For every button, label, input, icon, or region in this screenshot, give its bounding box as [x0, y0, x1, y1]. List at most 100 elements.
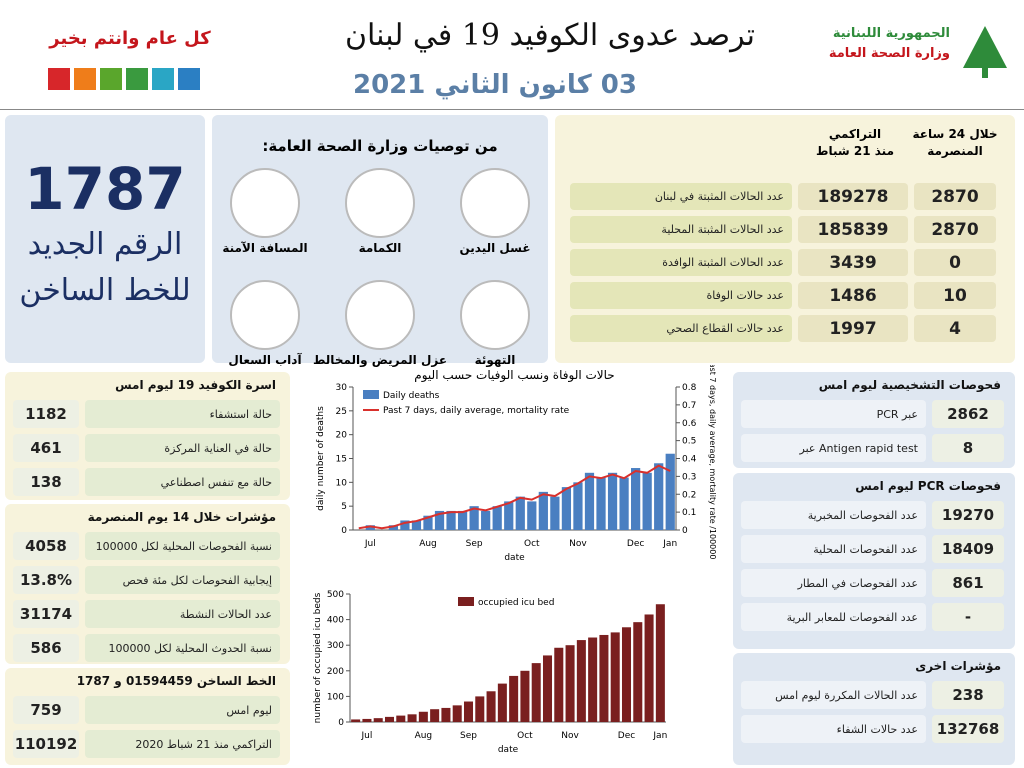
row-label: عدد الفحوصات المحلية — [741, 535, 926, 563]
row-label: عدد الفحوصات في المطار — [741, 569, 926, 597]
cumulative-value: 189278 — [798, 183, 908, 210]
row-label: عدد الفحوصات المخبرية — [741, 501, 926, 529]
row-label: حالة في العناية المركزة — [85, 434, 280, 462]
bar — [654, 463, 664, 530]
square — [100, 68, 122, 90]
ministry-line: الجمهورية اللبنانية — [832, 26, 950, 41]
column-header: المنصرمة — [927, 144, 983, 158]
square — [48, 68, 70, 90]
bar — [407, 714, 417, 722]
hotline-number: 1787 — [24, 155, 186, 223]
recommendation-label: عزل المريض والمخالط — [312, 353, 448, 367]
panel-title: فحوصات التشخيصية ليوم امس — [818, 378, 1001, 392]
bar — [607, 472, 618, 530]
bar — [561, 487, 572, 530]
icu-chart: 0 100 200 300 400 500 Jul Aug Sep Oct Nov Dec Jan num… — [313, 590, 667, 755]
bar — [631, 468, 641, 530]
bar — [520, 670, 530, 722]
y2-tick-label: 0.2 — [682, 490, 696, 500]
y-tick-label: 200 — [327, 667, 344, 677]
row-value: 586 — [13, 634, 79, 662]
line — [358, 464, 671, 530]
x-tick-label: Oct — [517, 731, 533, 741]
x-tick-label: Sep — [466, 539, 483, 549]
bar — [565, 645, 575, 722]
panel-row: 18409 عدد الفحوصات المحلية — [741, 535, 1004, 563]
panel-row: 2862 عبر PCR — [741, 400, 1004, 428]
x-tick-label: Jan — [662, 539, 677, 549]
bar — [531, 663, 541, 722]
row-value: 461 — [13, 434, 79, 462]
recommendations-title: من توصيات وزارة الصحة العامة: — [262, 137, 498, 155]
recommendation-label: المسافة الآمنة — [222, 241, 308, 255]
row-value: 759 — [13, 696, 79, 724]
bar — [588, 637, 598, 722]
row-value: 4058 — [13, 532, 79, 560]
row-value: - — [932, 603, 1004, 631]
y2-tick-label: 0 — [682, 526, 688, 536]
icon — [230, 280, 300, 350]
y-tick-label: 20 — [336, 431, 348, 441]
y-tick-label: 5 — [341, 502, 347, 512]
bar — [373, 718, 383, 722]
panel-row: 861 عدد الفحوصات في المطار — [741, 569, 1004, 597]
slogan: كل عام وانتم بخير — [49, 28, 211, 49]
bar — [504, 501, 514, 530]
recommendation-label: الكمامة — [358, 241, 402, 255]
ministry-line: وزارة الصحة العامة — [828, 46, 950, 61]
y-tick-label: 0 — [341, 526, 347, 536]
daily-value: 2870 — [914, 183, 996, 210]
cases-row: 10 1486 عدد حالات الوفاة — [570, 282, 996, 309]
bar — [475, 696, 485, 722]
bar — [463, 701, 474, 722]
row-label: التراكمي منذ 21 شباط 2020 — [85, 730, 280, 758]
column-header: خلال 24 ساعة — [912, 127, 998, 141]
row-value: 132768 — [932, 715, 1004, 743]
row-value: 8 — [932, 434, 1004, 462]
icon — [460, 168, 530, 238]
y-tick-label: 15 — [336, 455, 347, 465]
panel: فحوصات PCR ليوم امس 19270 عدد الفحوصات الم… — [733, 473, 1015, 649]
row-label: عدد الفحوصات للمعابر البرية — [741, 603, 926, 631]
row-label: حالة مع تنفس اصطناعي — [85, 468, 280, 496]
icon — [345, 168, 415, 238]
y-tick-label: 10 — [336, 478, 348, 488]
row-value: 138 — [13, 468, 79, 496]
legend-label: occupied icu bed — [478, 598, 554, 608]
panel-title: فحوصات PCR ليوم امس — [855, 479, 1001, 493]
row-label: عدد الحالات النشطة — [85, 600, 280, 628]
bar — [497, 683, 507, 722]
panel-row: 19270 عدد الفحوصات المخبرية — [741, 501, 1004, 529]
y-tick-label: 500 — [327, 590, 344, 600]
x-tick-label: Jul — [364, 539, 376, 549]
row-label: ليوم امس — [85, 696, 280, 724]
cases-row: 4 1997 عدد حالات القطاع الصحي — [570, 315, 996, 342]
row-label: نسبة الحدوث المحلية لكل 100000 — [85, 634, 280, 662]
x-axis-label: date — [498, 745, 519, 755]
x-tick-label: Jul — [360, 731, 372, 741]
icon — [460, 280, 530, 350]
y2-tick-label: 0.8 — [682, 383, 697, 393]
title: ترصد عدوى الكوفيد 19 في لبنان — [344, 18, 756, 53]
y2-tick-label: 0.6 — [682, 419, 697, 429]
bar — [642, 472, 652, 530]
daily-value: 2870 — [914, 216, 996, 243]
row-value: 2862 — [932, 400, 1004, 428]
bar — [434, 510, 445, 530]
bar — [509, 675, 519, 722]
y-axis-label: daily number of deaths — [316, 406, 326, 511]
cedar-logo — [963, 26, 1007, 78]
bar — [550, 496, 560, 530]
bar — [542, 655, 553, 722]
divider — [0, 109, 1024, 110]
y-tick-label: 25 — [336, 407, 347, 417]
hotline-box: 1787 الرقم الجديد للخط الساخن — [5, 115, 205, 363]
square — [74, 68, 96, 90]
cumulative-value: 1997 — [798, 315, 908, 342]
row-value: 1182 — [13, 400, 79, 428]
panel-row: ليوم امس 759 — [13, 696, 280, 724]
y2-tick-label: 0.1 — [682, 508, 696, 518]
row-label: عدد حالات القطاع الصحي — [570, 315, 792, 342]
